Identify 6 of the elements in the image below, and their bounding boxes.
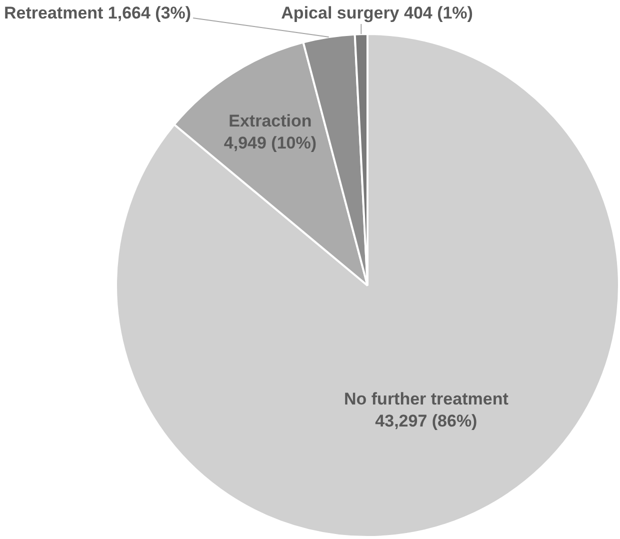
data-label: 4,949 (10%) xyxy=(224,133,317,152)
slice-label: Apical surgery 404 (1%) xyxy=(281,4,473,23)
slice-label: Retreatment 1,664 (3%) xyxy=(4,4,192,23)
slice-label: Extraction xyxy=(228,111,312,130)
data-label: 43,297 (86%) xyxy=(375,411,478,430)
slice-label: No further treatment xyxy=(344,389,509,408)
